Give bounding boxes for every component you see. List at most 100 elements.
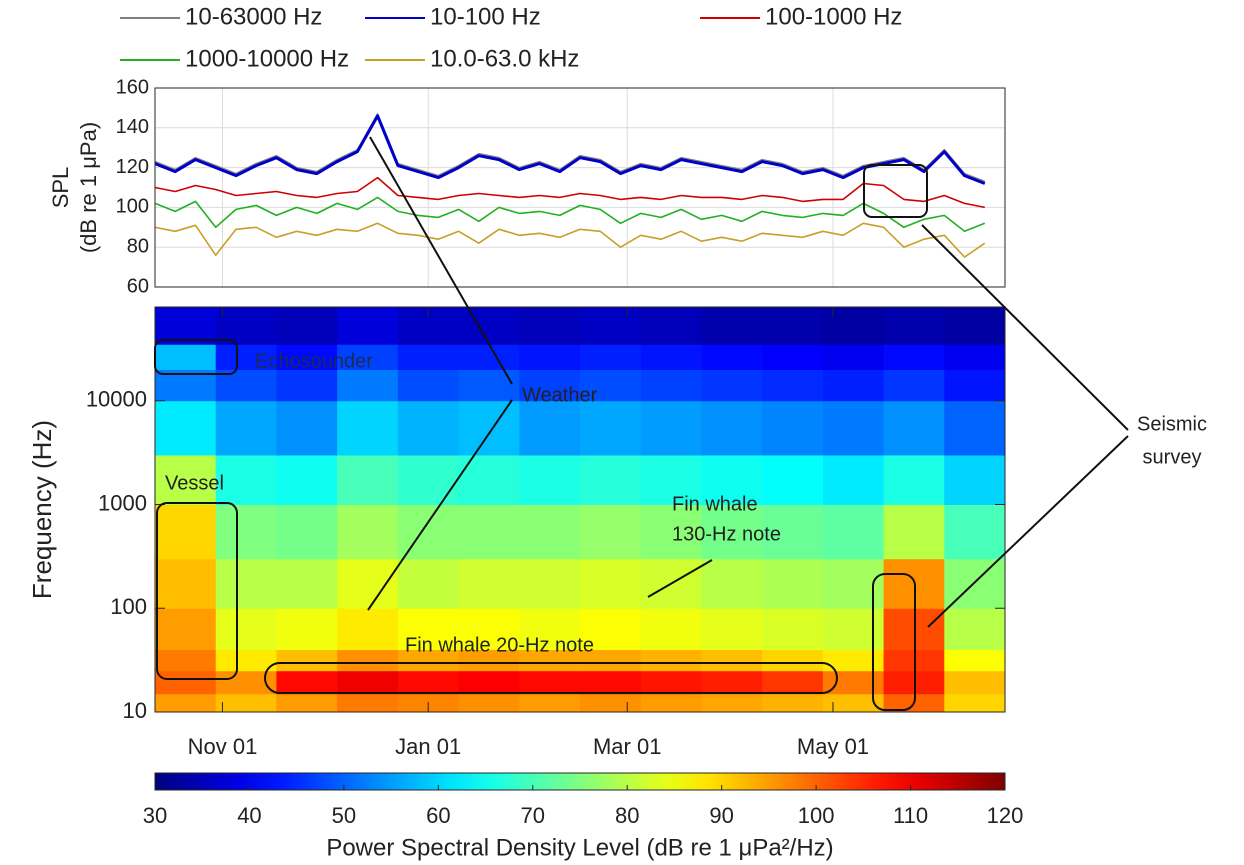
heatmap-cell xyxy=(762,558,824,609)
heatmap-cell xyxy=(640,693,702,713)
heatmap-cell xyxy=(762,693,824,713)
heatmap-cell xyxy=(701,558,763,609)
colorbar xyxy=(154,772,1006,791)
heatmap-cell xyxy=(519,400,581,456)
heatmap-cell xyxy=(701,693,763,713)
heatmap-cell xyxy=(337,400,399,456)
heatmap-cell xyxy=(276,670,338,695)
heatmap-cell xyxy=(883,454,945,505)
heatmap-cell xyxy=(762,344,824,370)
heatmap-cell xyxy=(337,344,399,370)
y-tick-label: 160 xyxy=(116,76,149,98)
heatmap-cell xyxy=(519,344,581,370)
heatmap-cell xyxy=(519,307,581,345)
heatmap-cell xyxy=(822,608,885,651)
annotation: Weather xyxy=(522,384,598,406)
y-axis-label: SPL xyxy=(48,167,73,209)
x-tick-label: Nov 01 xyxy=(188,734,258,759)
heatmap-cell xyxy=(215,670,277,695)
y-axis-label: Frequency (Hz) xyxy=(27,420,57,599)
heatmap-cell xyxy=(276,608,338,651)
heatmap-cell xyxy=(397,454,460,505)
heatmap-cell xyxy=(337,649,399,672)
heatmap-cell xyxy=(762,400,824,456)
heatmap-cell xyxy=(762,504,824,560)
heatmap-cell xyxy=(215,344,277,370)
heatmap-cell xyxy=(762,670,824,695)
heatmap-cell xyxy=(155,558,217,609)
heatmap-cell xyxy=(458,369,520,402)
y-tick-label: 100 xyxy=(116,196,149,218)
heatmap-cell xyxy=(155,693,217,713)
heatmap-cell xyxy=(215,400,277,456)
heatmap-cell xyxy=(155,504,217,560)
heatmap-cell xyxy=(883,400,945,456)
heatmap-cell xyxy=(580,558,642,609)
heatmap-cell xyxy=(762,307,824,345)
annotation-box xyxy=(863,164,928,218)
heatmap-cell xyxy=(276,369,338,402)
heatmap-cell xyxy=(822,649,885,672)
annotation-line xyxy=(369,136,513,385)
heatmap-cell xyxy=(519,608,581,651)
heatmap-cell xyxy=(276,693,338,713)
heatmap-cell xyxy=(640,400,702,456)
heatmap-cell xyxy=(640,670,702,695)
heatmap-cell xyxy=(458,649,520,672)
heatmap-cell xyxy=(883,369,945,402)
heatmap-cell xyxy=(519,369,581,402)
colorbar-tick-label: 30 xyxy=(143,803,167,828)
annotation-line xyxy=(647,559,713,598)
annotation-box xyxy=(872,573,916,711)
annotation-box xyxy=(264,662,838,694)
heatmap-cell xyxy=(337,369,399,402)
heatmap-cell xyxy=(397,558,460,609)
heatmap-cell xyxy=(762,369,824,402)
heatmap-cell xyxy=(276,649,338,672)
heatmap-cell xyxy=(822,504,885,560)
heatmap-cell xyxy=(640,649,702,672)
x-tick-label: May 01 xyxy=(797,734,869,759)
heatmap-cell xyxy=(155,400,217,456)
colorbar-tick-label: 100 xyxy=(798,803,835,828)
heatmap-cell xyxy=(701,400,763,456)
heatmap-cell xyxy=(762,454,824,505)
annotation-line xyxy=(921,224,1129,431)
heatmap-cell xyxy=(944,693,1006,713)
heatmap-cell xyxy=(458,307,520,345)
heatmap-cell xyxy=(215,558,277,609)
colorbar-tick-label: 80 xyxy=(615,803,639,828)
heatmap-cell xyxy=(640,504,702,560)
heatmap-cell xyxy=(701,649,763,672)
heatmap-cell xyxy=(883,307,945,345)
y-tick-label: 140 xyxy=(116,116,149,138)
colorbar-tick-label: 40 xyxy=(237,803,261,828)
heatmap-cell xyxy=(944,558,1006,609)
legend-label: 10-100 Hz xyxy=(430,3,541,30)
heatmap-cell xyxy=(458,693,520,713)
heatmap-cell xyxy=(580,608,642,651)
y-tick-label: 10 xyxy=(123,698,147,723)
heatmap-cell xyxy=(944,670,1006,695)
heatmap-cell xyxy=(276,454,338,505)
heatmap-cell xyxy=(397,400,460,456)
heatmap-cell xyxy=(337,670,399,695)
colorbar-label: Power Spectral Density Level (dB re 1 μP… xyxy=(326,834,833,861)
heatmap-cell xyxy=(580,649,642,672)
heatmap-cell xyxy=(397,344,460,370)
heatmap-cell xyxy=(276,307,338,345)
x-tick-label: Mar 01 xyxy=(593,734,661,759)
colorbar-tick-label: 70 xyxy=(521,803,545,828)
y-tick-label: 60 xyxy=(127,275,149,297)
heatmap-cell xyxy=(944,369,1006,402)
heatmap-cell xyxy=(640,454,702,505)
y-tick-label: 80 xyxy=(127,235,149,257)
plot-frame xyxy=(154,306,1006,713)
heatmap-cell xyxy=(701,344,763,370)
series-line xyxy=(154,222,986,258)
heatmap-cell xyxy=(883,504,945,560)
heatmap-cell xyxy=(701,608,763,651)
heatmap-cell xyxy=(337,504,399,560)
heatmap-cell xyxy=(944,608,1006,651)
